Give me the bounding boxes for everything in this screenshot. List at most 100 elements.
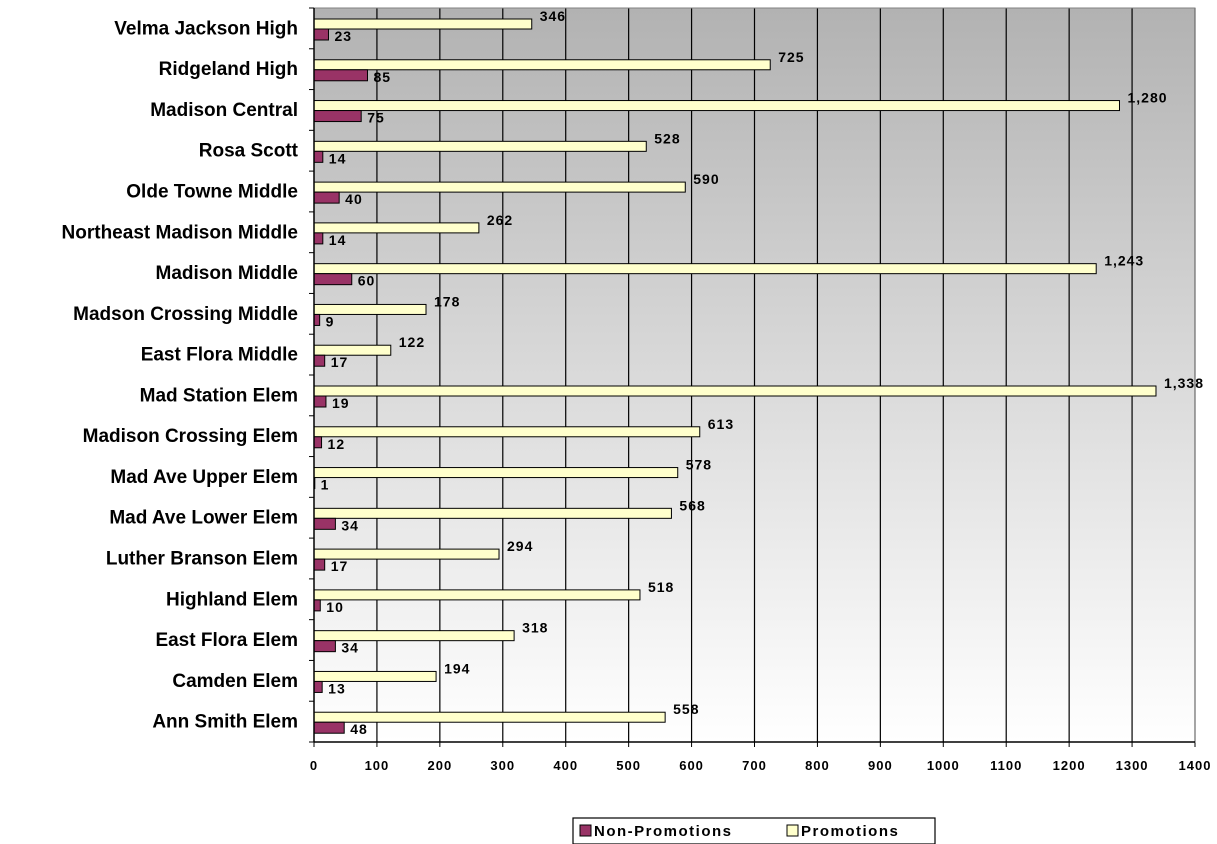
data-label-promotions: 558 bbox=[673, 701, 699, 717]
x-tick-label: 200 bbox=[428, 758, 453, 773]
category-label: Ann Smith Elem bbox=[152, 712, 298, 733]
data-label-promotions: 122 bbox=[399, 334, 425, 350]
data-label-promotions: 262 bbox=[487, 212, 513, 228]
bar-promotions bbox=[313, 426, 701, 438]
bar-non-promotions bbox=[313, 558, 326, 571]
x-tick-label: 1100 bbox=[990, 758, 1022, 773]
legend-label-promotions: Promotions bbox=[801, 823, 899, 840]
data-label-promotions: 178 bbox=[434, 293, 460, 309]
category-label: Mad Ave Upper Elem bbox=[110, 467, 298, 488]
data-label-non-promotions: 19 bbox=[332, 395, 350, 411]
data-label-non-promotions: 34 bbox=[341, 517, 359, 533]
x-tick-label: 100 bbox=[365, 758, 390, 773]
bar-promotions bbox=[313, 140, 647, 152]
category-label: Northeast Madison Middle bbox=[62, 222, 298, 243]
category-label: Ridgeland High bbox=[159, 59, 298, 80]
bar-non-promotions bbox=[313, 640, 336, 653]
bar-promotions bbox=[313, 385, 1157, 397]
bar-non-promotions bbox=[313, 395, 327, 408]
category-label: Madson Crossing Middle bbox=[73, 304, 298, 325]
bar-promotions bbox=[313, 181, 686, 193]
x-tick-label: 1400 bbox=[1179, 758, 1212, 773]
bar-non-promotions bbox=[313, 313, 321, 326]
legend: Non-Promotions Promotions bbox=[572, 817, 936, 844]
x-tick-label: 1200 bbox=[1053, 758, 1086, 773]
bar-non-promotions bbox=[313, 232, 324, 245]
bar-non-promotions bbox=[313, 28, 329, 41]
data-label-promotions: 318 bbox=[522, 620, 548, 636]
x-tick-label: 700 bbox=[742, 758, 767, 773]
x-tick-label: 0 bbox=[310, 758, 318, 773]
bar-non-promotions bbox=[313, 680, 323, 693]
bar-promotions bbox=[313, 507, 672, 519]
category-label: East Flora Middle bbox=[141, 345, 298, 366]
labels: 0 100 200 300 400 500 600 700 800 900 1000 1100 1200… bbox=[62, 8, 1212, 773]
bar-non-promotions bbox=[313, 599, 321, 612]
data-label-promotions: 590 bbox=[693, 171, 719, 187]
axes bbox=[309, 7, 1196, 747]
data-label-non-promotions: 9 bbox=[326, 313, 335, 329]
bar-promotions bbox=[313, 344, 392, 356]
x-tick-label: 900 bbox=[868, 758, 893, 773]
x-tick-label: 1300 bbox=[1116, 758, 1149, 773]
data-label-non-promotions: 60 bbox=[358, 273, 376, 289]
bar-non-promotions bbox=[313, 69, 368, 82]
data-label-promotions: 568 bbox=[679, 497, 705, 513]
data-label-non-promotions: 48 bbox=[350, 721, 368, 737]
bar-non-promotions bbox=[313, 721, 345, 734]
legend-swatch-non-promotions bbox=[579, 824, 592, 837]
bar-promotions bbox=[313, 467, 679, 479]
data-label-non-promotions: 14 bbox=[329, 150, 347, 166]
data-label-non-promotions: 17 bbox=[331, 354, 349, 370]
bar-non-promotions bbox=[313, 110, 362, 123]
data-label-non-promotions: 12 bbox=[328, 436, 346, 452]
bar-promotions bbox=[313, 263, 1097, 275]
bars bbox=[313, 18, 1157, 734]
data-label-non-promotions: 13 bbox=[328, 680, 346, 696]
data-label-promotions: 346 bbox=[540, 8, 566, 24]
data-label-promotions: 613 bbox=[708, 416, 734, 432]
category-label: Velma Jackson High bbox=[114, 18, 298, 39]
x-tick-label: 1000 bbox=[927, 758, 960, 773]
data-label-non-promotions: 10 bbox=[326, 599, 344, 615]
bar-promotions bbox=[313, 100, 1120, 112]
data-label-promotions: 725 bbox=[778, 49, 804, 65]
data-label-promotions: 294 bbox=[507, 538, 533, 554]
data-label-promotions: 1,338 bbox=[1164, 375, 1204, 391]
data-label-non-promotions: 75 bbox=[367, 110, 385, 126]
legend-box bbox=[572, 817, 936, 844]
bar-non-promotions bbox=[313, 436, 323, 449]
bar-non-promotions bbox=[313, 517, 336, 530]
legend-swatch-promotions bbox=[786, 824, 799, 837]
data-label-promotions: 1,243 bbox=[1104, 253, 1144, 269]
data-label-non-promotions: 23 bbox=[334, 28, 352, 44]
legend-label-non-promotions: Non-Promotions bbox=[594, 823, 733, 840]
data-label-non-promotions: 85 bbox=[373, 69, 391, 85]
bar-non-promotions bbox=[313, 191, 340, 204]
x-tick-label: 800 bbox=[805, 758, 830, 773]
data-label-non-promotions: 40 bbox=[345, 191, 363, 207]
category-label: Luther Branson Elem bbox=[106, 549, 298, 570]
data-label-non-promotions: 14 bbox=[329, 232, 347, 248]
category-label: Camden Elem bbox=[172, 671, 298, 692]
category-label: East Flora Elem bbox=[155, 630, 298, 651]
bar-non-promotions bbox=[313, 354, 326, 367]
data-label-non-promotions: 1 bbox=[321, 477, 330, 493]
data-label-non-promotions: 34 bbox=[341, 640, 359, 656]
category-label: Madison Central bbox=[150, 100, 298, 121]
data-label-promotions: 194 bbox=[444, 660, 470, 676]
bar-non-promotions bbox=[313, 150, 324, 163]
category-label: Madison Crossing Elem bbox=[83, 426, 298, 447]
bar-non-promotions bbox=[313, 273, 353, 286]
bar-promotions bbox=[313, 589, 641, 601]
category-label: Olde Towne Middle bbox=[126, 182, 298, 203]
category-label: Mad Ave Lower Elem bbox=[109, 508, 298, 529]
category-label: Highland Elem bbox=[166, 589, 298, 610]
x-tick-label: 300 bbox=[490, 758, 515, 773]
data-label-promotions: 518 bbox=[648, 579, 674, 595]
x-tick-label: 400 bbox=[553, 758, 578, 773]
category-label: Madison Middle bbox=[156, 263, 299, 284]
data-label-promotions: 1,280 bbox=[1127, 90, 1167, 106]
category-label: Rosa Scott bbox=[199, 141, 299, 162]
